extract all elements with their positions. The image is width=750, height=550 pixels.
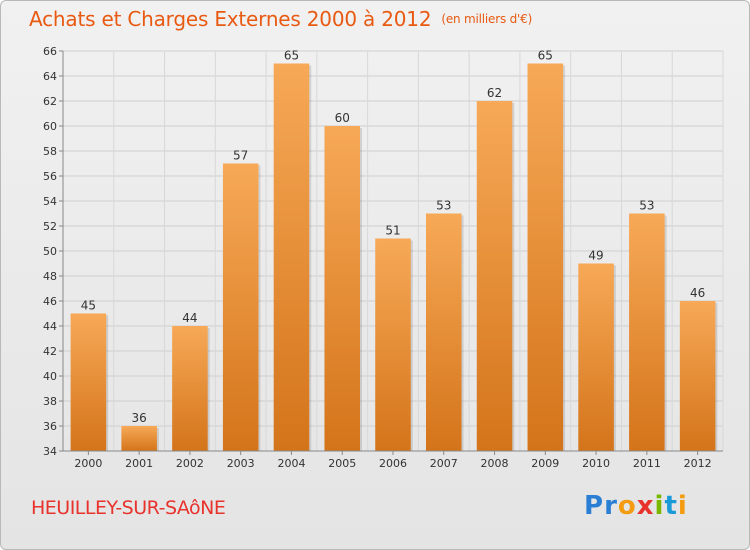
bar <box>426 213 462 451</box>
x-tick-label: 2007 <box>430 457 458 470</box>
logo-letter: o <box>617 491 637 521</box>
y-tick-label: 50 <box>43 245 57 258</box>
x-tick-label: 2005 <box>328 457 356 470</box>
bar <box>70 313 107 451</box>
bar-value-label: 65 <box>284 49 299 63</box>
y-tick-label: 58 <box>43 145 57 158</box>
logo-letter: i <box>677 491 688 521</box>
y-tick-label: 46 <box>43 295 57 308</box>
y-tick-label: 38 <box>43 395 57 408</box>
bar <box>324 126 360 451</box>
bar-value-label: 53 <box>436 199 451 213</box>
y-tick-label: 56 <box>43 170 57 183</box>
bar <box>629 213 665 451</box>
bar-value-label: 65 <box>538 49 553 63</box>
bar <box>679 301 716 451</box>
chart-title: Achats et Charges Externes 2000 à 2012 (e… <box>29 7 532 31</box>
x-tick-label: 2002 <box>176 457 204 470</box>
bar-value-label: 62 <box>487 86 502 100</box>
y-tick-label: 62 <box>43 95 57 108</box>
bar <box>172 326 208 451</box>
x-tick-label: 2006 <box>379 457 407 470</box>
bar-value-label: 51 <box>385 224 400 238</box>
bar-value-label: 60 <box>335 111 350 125</box>
y-tick-label: 36 <box>43 420 57 433</box>
x-tick-label: 2001 <box>125 457 153 470</box>
logo-letter: t <box>664 491 678 521</box>
bar <box>273 63 310 451</box>
bar <box>121 426 157 451</box>
bar-value-label: 53 <box>639 199 654 213</box>
y-tick-label: 54 <box>43 195 57 208</box>
bar-value-label: 46 <box>690 286 705 300</box>
logo-letter: P <box>584 491 605 521</box>
x-tick-label: 2008 <box>481 457 509 470</box>
x-tick-label: 2012 <box>684 457 712 470</box>
y-tick-label: 40 <box>43 370 57 383</box>
x-tick-label: 2011 <box>633 457 661 470</box>
y-tick-label: 60 <box>43 120 57 133</box>
bar-value-label: 49 <box>588 249 603 263</box>
y-tick-label: 42 <box>43 345 57 358</box>
bar <box>375 238 411 451</box>
y-tick-label: 48 <box>43 270 57 283</box>
bar <box>222 163 259 451</box>
logo-letter: i <box>654 491 665 521</box>
y-tick-label: 64 <box>43 70 57 83</box>
chart-title-text: Achats et Charges Externes 2000 à 2012 <box>29 7 432 31</box>
y-tick-label: 52 <box>43 220 57 233</box>
y-tick-label: 66 <box>43 45 57 58</box>
x-tick-label: 2000 <box>74 457 102 470</box>
x-tick-label: 2009 <box>531 457 559 470</box>
x-tick-label: 2004 <box>277 457 305 470</box>
bar-value-label: 57 <box>233 149 248 163</box>
logo-letter: r <box>604 491 618 521</box>
bar-value-label: 44 <box>182 311 197 325</box>
x-tick-label: 2003 <box>227 457 255 470</box>
commune-name: HEUILLEY-SUR-SAôNE <box>31 497 226 519</box>
y-tick-label: 34 <box>43 445 57 458</box>
bar <box>527 63 564 451</box>
proxiti-logo: Proxiti <box>584 491 688 521</box>
x-tick-label: 2010 <box>582 457 610 470</box>
chart-subtitle: (en milliers d'€) <box>441 12 533 26</box>
bar <box>476 101 513 451</box>
bar <box>578 263 614 451</box>
y-tick-label: 44 <box>43 320 57 333</box>
bar-value-label: 36 <box>132 411 147 425</box>
bar-value-label: 45 <box>81 299 96 313</box>
logo-letter: x <box>636 491 655 521</box>
